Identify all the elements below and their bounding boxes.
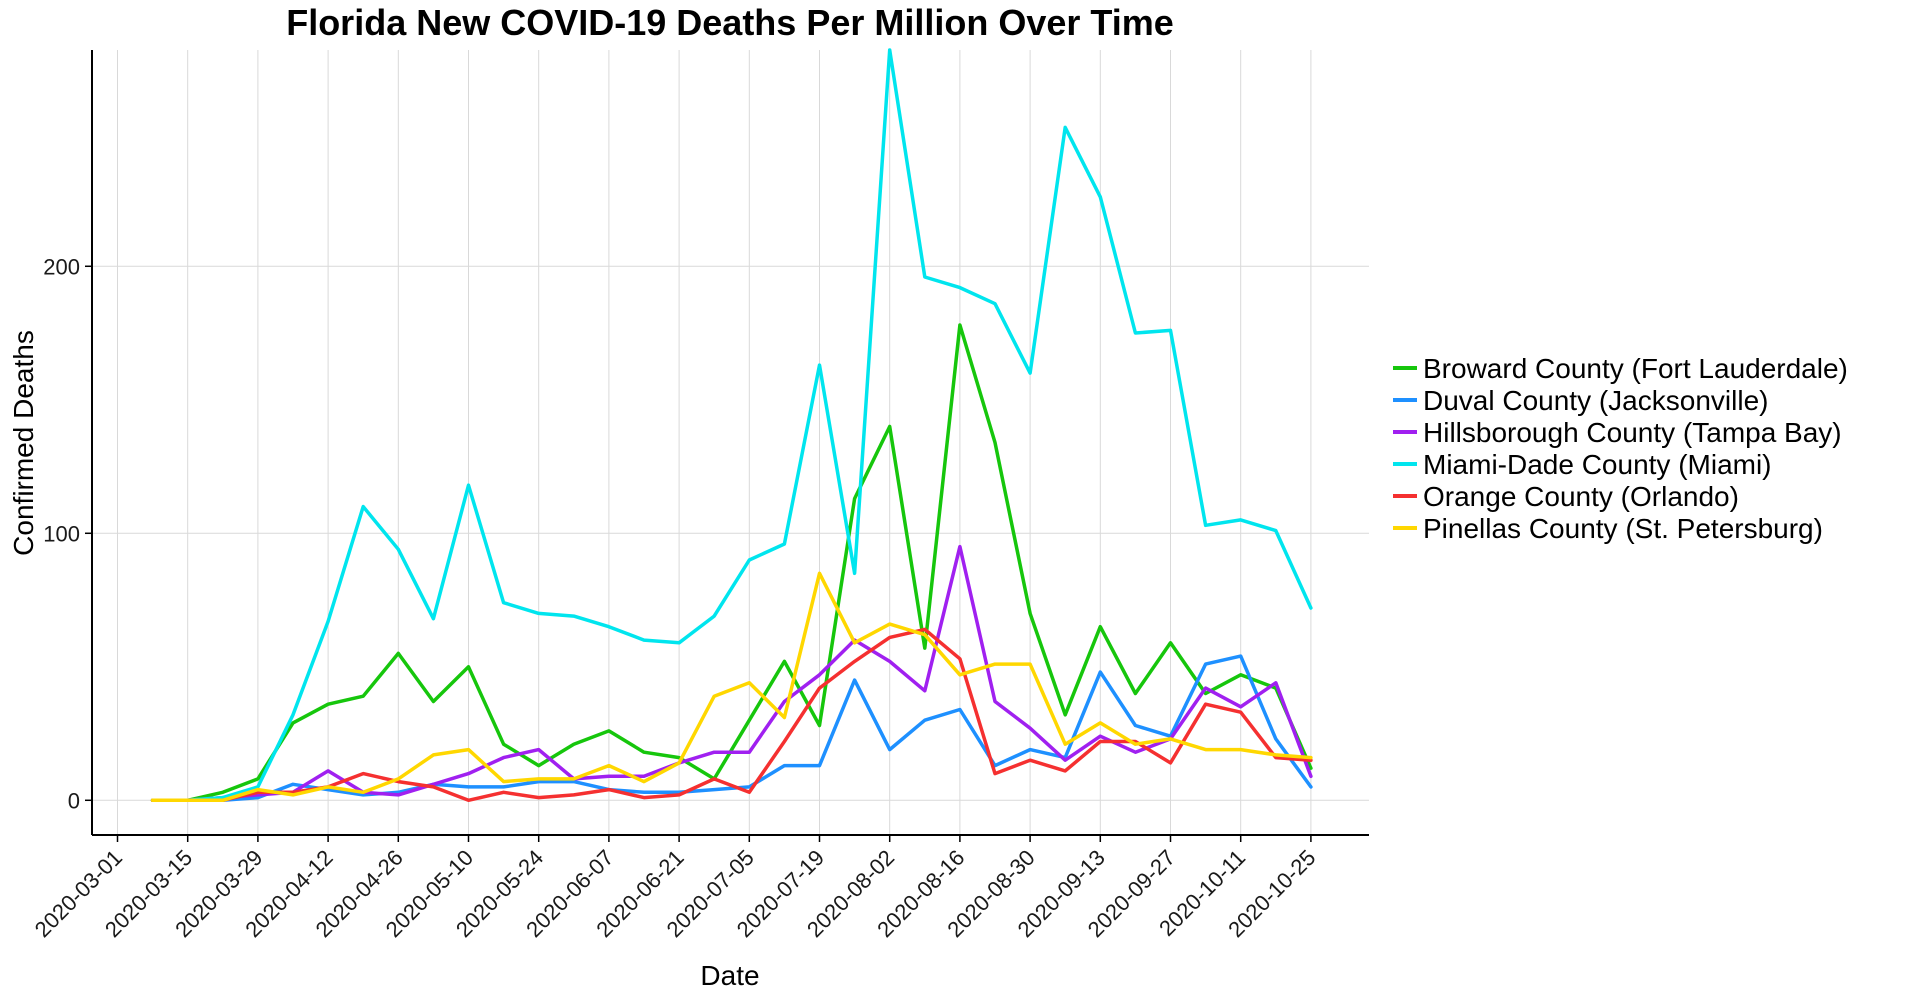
legend-label: Broward County (Fort Lauderdale) xyxy=(1423,353,1848,384)
y-tick-label: 200 xyxy=(43,254,80,279)
series-line-pinellas xyxy=(150,571,1313,803)
legend-label: Duval County (Jacksonville) xyxy=(1423,385,1768,416)
gridlines xyxy=(92,50,1369,835)
x-axis-ticks: 2020-03-012020-03-152020-03-292020-04-12… xyxy=(30,835,1320,942)
y-axis-ticks: 0 100 200 xyxy=(43,254,92,813)
series-line-hillsborough xyxy=(150,544,1313,803)
series-line-duval xyxy=(150,654,1313,803)
chart-title: Florida New COVID-19 Deaths Per Million … xyxy=(286,2,1174,43)
series-line-broward xyxy=(150,323,1313,803)
series-line-miami-dade xyxy=(150,48,1313,803)
x-axis-title: Date xyxy=(700,960,759,991)
y-tick-label: 100 xyxy=(43,521,80,546)
y-axis-title: Confirmed Deaths xyxy=(8,330,39,556)
legend: Broward County (Fort Lauderdale)Duval Co… xyxy=(1393,353,1848,544)
legend-label: Orange County (Orlando) xyxy=(1423,481,1739,512)
series-line-orange xyxy=(150,627,1313,803)
legend-label: Miami-Dade County (Miami) xyxy=(1423,449,1772,480)
legend-label: Hillsborough County (Tampa Bay) xyxy=(1423,417,1842,448)
y-tick-label: 0 xyxy=(68,788,80,813)
legend-label: Pinellas County (St. Petersburg) xyxy=(1423,513,1823,544)
series-lines xyxy=(150,48,1313,803)
